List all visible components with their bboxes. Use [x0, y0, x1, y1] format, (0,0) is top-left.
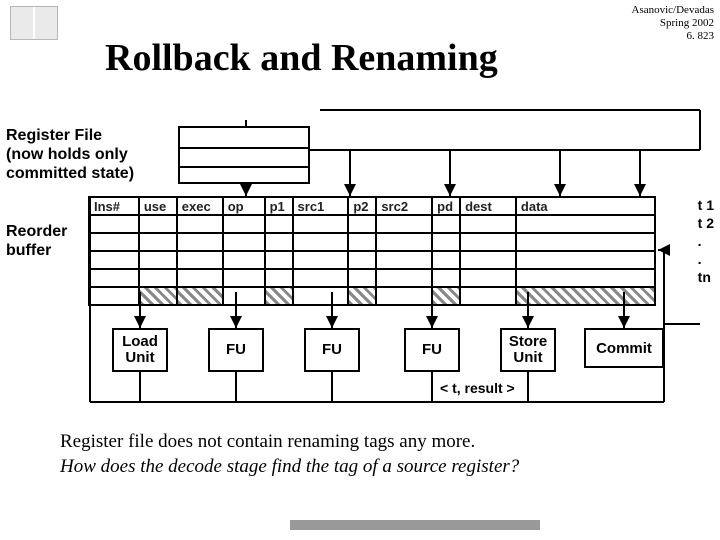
rob-cell [139, 287, 177, 305]
rob-header: p1 [265, 197, 293, 215]
rob-cell [89, 215, 139, 233]
rob-cell [432, 233, 460, 251]
row-index: tn [698, 268, 714, 286]
rob-cell [293, 233, 349, 251]
rob-cell [376, 233, 432, 251]
attr-line1: Asanovic/Devadas [632, 4, 714, 17]
rob-cell [376, 251, 432, 269]
body-line1: Register file does not contain renaming … [60, 430, 680, 455]
rob-cell [223, 215, 265, 233]
rob-header: op [223, 197, 265, 215]
body-text: Register file does not contain renaming … [60, 430, 680, 479]
rob-header: src1 [293, 197, 349, 215]
rob-cell [265, 251, 293, 269]
rob-cell [223, 269, 265, 287]
rob-cell [89, 233, 139, 251]
rob-cell [432, 287, 460, 305]
rob-cell [265, 215, 293, 233]
rob-cell [376, 269, 432, 287]
rob-cell [460, 215, 516, 233]
rob-cell [89, 269, 139, 287]
rob-cell [376, 287, 432, 305]
functional-unit: FU [208, 328, 264, 372]
commit-box: Commit [584, 328, 664, 368]
result-bus-label: < t, result > [440, 380, 515, 396]
regfile-l3: committed state) [6, 164, 134, 183]
regfile-l2: (now holds only [6, 145, 134, 164]
rob-cell [177, 215, 223, 233]
rob-cell [516, 287, 655, 305]
rob-cell [460, 233, 516, 251]
rob-cell [293, 269, 349, 287]
footer-bar [290, 520, 540, 530]
row-index: . [698, 250, 714, 268]
rob-cell [293, 287, 349, 305]
row-index-labels: t 1t 2..tn [698, 196, 714, 286]
rob-cell [139, 215, 177, 233]
rob-cell [223, 251, 265, 269]
reorder-l2: buffer [6, 241, 67, 260]
rob-cell [177, 287, 223, 305]
rob-cell [139, 233, 177, 251]
rob-header: exec [177, 197, 223, 215]
logo-icon [10, 6, 58, 40]
rob-cell [177, 251, 223, 269]
functional-unit: FU [404, 328, 460, 372]
rob-cell [89, 287, 139, 305]
functional-unit: FU [304, 328, 360, 372]
row-index: . [698, 232, 714, 250]
row-index: t 2 [698, 214, 714, 232]
rob-header: data [516, 197, 655, 215]
row-index: t 1 [698, 196, 714, 214]
rob-header: dest [460, 197, 516, 215]
attr-line2: Spring 2002 [632, 17, 714, 30]
rob-cell [432, 251, 460, 269]
rob-cell [460, 287, 516, 305]
rob-header: use [139, 197, 177, 215]
rob-cell [348, 251, 376, 269]
rob-cell [177, 269, 223, 287]
functional-unit: LoadUnit [112, 328, 168, 372]
rob-cell [265, 269, 293, 287]
regfile-l1: Register File [6, 126, 134, 145]
reorder-buffer-table: Ins#useexecopp1src1p2src2pddestdata [88, 196, 656, 306]
rob-cell [516, 269, 655, 287]
rob-cell [516, 233, 655, 251]
rob-cell [432, 269, 460, 287]
reorder-label: Reorder buffer [6, 222, 67, 260]
rob-cell [460, 269, 516, 287]
reorder-l1: Reorder [6, 222, 67, 241]
rob-cell [293, 215, 349, 233]
rob-cell [432, 215, 460, 233]
rob-cell [348, 287, 376, 305]
rob-cell [177, 233, 223, 251]
rob-cell [89, 251, 139, 269]
rob-cell [348, 215, 376, 233]
rob-cell [348, 233, 376, 251]
attr-line3: 6. 823 [632, 30, 714, 43]
regfile-label: Register File (now holds only committed … [6, 126, 134, 184]
rob-header: pd [432, 197, 460, 215]
functional-unit: StoreUnit [500, 328, 556, 372]
attribution: Asanovic/Devadas Spring 2002 6. 823 [632, 4, 714, 44]
rob-cell [139, 251, 177, 269]
rob-header: src2 [376, 197, 432, 215]
rob-cell [348, 269, 376, 287]
rob-cell [223, 233, 265, 251]
rob-cell [516, 251, 655, 269]
rob-header: p2 [348, 197, 376, 215]
rob-cell [223, 287, 265, 305]
rob-cell [139, 269, 177, 287]
rob-header: Ins# [89, 197, 139, 215]
rob-cell [265, 287, 293, 305]
rob-cell [265, 233, 293, 251]
rob-cell [516, 215, 655, 233]
body-line2: How does the decode stage find the tag o… [60, 455, 680, 480]
rob-cell [293, 251, 349, 269]
rob-cell [376, 215, 432, 233]
rob-cell [460, 251, 516, 269]
register-file-box [178, 126, 310, 184]
page-title: Rollback and Renaming [105, 36, 498, 80]
